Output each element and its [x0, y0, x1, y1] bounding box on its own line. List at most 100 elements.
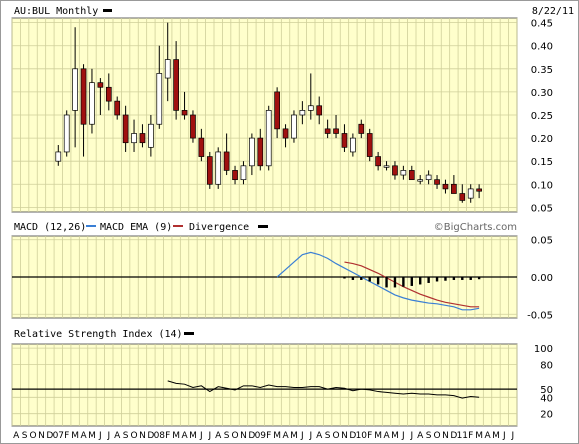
candle-body [299, 110, 306, 116]
x-tick-label: J [502, 431, 506, 441]
divergence-bar [452, 277, 456, 280]
divergence-bar [351, 277, 355, 280]
candle-body [164, 59, 171, 79]
x-tick-label: M [475, 431, 483, 441]
x-tick-label: A [80, 431, 87, 441]
price-y-axis: 0.45 0.40 0.35 0.30 0.25 0.20 0.15 0.10 0.05 [531, 19, 553, 215]
x-tick-label: 11 [457, 431, 468, 441]
candle-body [451, 183, 457, 194]
rsi-grid [11, 344, 518, 426]
x-tick-label: A [484, 431, 491, 441]
x-tick-label: N [240, 431, 247, 441]
candle-body [240, 165, 247, 181]
candle-body [72, 68, 78, 111]
candle-body [156, 73, 163, 125]
candle-body [375, 156, 381, 167]
y-tick-label: 50 [540, 385, 553, 396]
x-tick-label: F [367, 431, 372, 441]
x-tick-label: J [401, 431, 405, 441]
divergence-bar [444, 277, 447, 281]
candle-body [366, 133, 373, 157]
macd-legend-swatch [258, 225, 268, 228]
divergence-legend: Divergence [189, 222, 249, 233]
x-tick-label: D [147, 431, 154, 441]
x-tick-label: J [98, 431, 102, 441]
y-tick-label: 80 [540, 361, 553, 372]
x-tick-label: D [46, 431, 53, 441]
divergence-bar [419, 277, 422, 285]
x-tick-label: A [181, 431, 188, 441]
x-tick-label: O [130, 431, 137, 441]
x-tick-label: A [13, 431, 20, 441]
x-tick-label: S [426, 431, 432, 441]
price-candles [55, 22, 482, 203]
y-tick-label: 0.30 [531, 88, 553, 99]
candle-body [173, 59, 179, 111]
candle-body [324, 128, 331, 134]
divergence-bar [410, 277, 413, 286]
y-tick-label: 0.40 [531, 42, 553, 53]
divergence-bar [402, 277, 405, 287]
divergence-bar [368, 277, 371, 282]
divergence-bar [376, 277, 380, 285]
copyright: ©BigCharts.com [434, 222, 517, 233]
divergence-bar [393, 277, 397, 288]
x-tick-label: M [290, 431, 298, 441]
x-tick-label: A [316, 431, 323, 441]
candle-body [307, 105, 314, 111]
x-tick-label: F [165, 431, 170, 441]
x-tick-label: F [266, 431, 271, 441]
macd-title: MACD (12,26) [14, 222, 86, 233]
x-tick-label: O [29, 431, 36, 441]
x-tick-label: J [106, 431, 110, 441]
chart-date: 8/22/11 [532, 6, 574, 17]
x-tick-label: N [139, 431, 146, 441]
macd-ema-legend: MACD EMA (9) [100, 222, 172, 233]
candle-body [97, 82, 104, 88]
candle-body [442, 183, 449, 190]
price-grid [11, 18, 518, 212]
x-tick-label: M [492, 431, 500, 441]
x-tick-label: M [273, 431, 281, 441]
candle-body [274, 91, 280, 130]
candle-body [467, 188, 474, 199]
x-tick-label: J [409, 431, 413, 441]
candle-body [434, 179, 440, 185]
x-tick-label: M [172, 431, 180, 441]
candle-body [417, 179, 424, 182]
x-tick-label: J [308, 431, 312, 441]
macd-grid [11, 236, 518, 318]
candle-body [63, 114, 70, 153]
y-tick-label: 0.35 [531, 65, 553, 76]
candle-body [257, 137, 264, 167]
divergence-bar [427, 277, 430, 283]
candle-body [198, 137, 205, 157]
candle-body [206, 156, 213, 185]
macd-y-axis: 0.05 0.00 -0.05 [527, 236, 553, 322]
x-tick-label: 08 [154, 431, 166, 441]
x-tick-label: S [22, 431, 28, 441]
y-tick-label: 0.20 [531, 134, 553, 145]
x-tick-label: M [391, 431, 399, 441]
y-tick-label: 0.25 [531, 111, 553, 122]
macd-ema-line [344, 261, 480, 308]
candle-body [139, 133, 146, 144]
candle-body [383, 165, 390, 168]
x-tick-label: A [417, 431, 424, 441]
candle-body [148, 123, 154, 148]
candle-body [291, 114, 297, 139]
candle-body [341, 133, 348, 148]
candle-body [425, 174, 432, 181]
title-legend-swatch [103, 9, 112, 12]
x-tick-label: O [332, 431, 339, 441]
x-tick-label: N [38, 431, 45, 441]
candle-body [105, 86, 112, 102]
x-tick-label: F [468, 431, 473, 441]
rsi-title: Relative Strength Index (14) [14, 329, 183, 340]
candle-body [358, 123, 365, 134]
candle-body [333, 128, 339, 134]
x-tick-label: A [215, 431, 222, 441]
x-tick-label: 09 [255, 431, 267, 441]
